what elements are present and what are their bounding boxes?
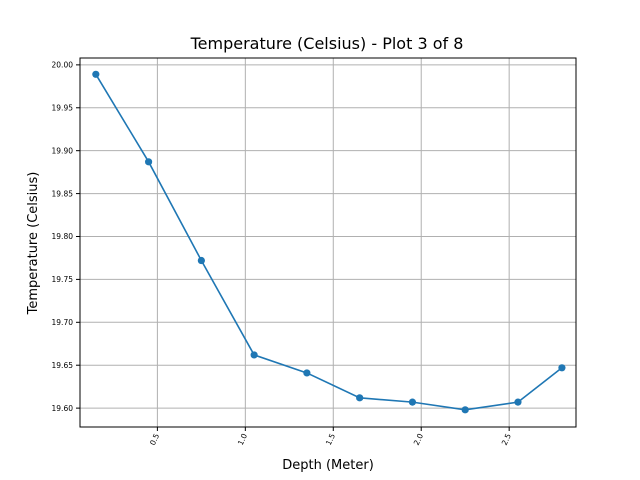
- y-tick-label: 19.75: [52, 275, 74, 284]
- data-point: [514, 398, 522, 406]
- y-tick-label: 19.80: [52, 232, 74, 241]
- x-tick-label: 1.5: [324, 432, 337, 447]
- x-tick-label: 2.5: [500, 432, 513, 447]
- x-tick-label: 0.5: [148, 432, 161, 447]
- x-tick-label: 1.0: [236, 432, 249, 447]
- data-point: [250, 351, 258, 359]
- y-axis-label: Temperature (Celsius): [26, 172, 41, 316]
- data-point: [356, 394, 364, 402]
- data-point: [408, 398, 417, 406]
- y-tick-label: 19.95: [52, 103, 74, 112]
- data-point: [92, 70, 100, 78]
- x-tick-label: 2.0: [412, 432, 425, 447]
- grid-layer: [80, 58, 576, 427]
- chart-title: Temperature (Celsius) - Plot 3 of 8: [190, 34, 464, 53]
- y-tick-label: 19.85: [52, 189, 74, 198]
- y-tick-label: 19.70: [52, 318, 74, 327]
- data-point: [144, 158, 153, 166]
- data-point: [461, 406, 469, 414]
- y-tick-label: 19.90: [52, 146, 74, 155]
- x-axis-label: Depth (Meter): [282, 458, 374, 473]
- y-tick-label: 20.00: [52, 61, 74, 70]
- data-point: [303, 369, 311, 377]
- tick-layer: 0.5 1.0 1.5 2.0 2.5 19.60 19.65 19.70 19.75 19.80…: [52, 61, 514, 447]
- data-point: [197, 256, 205, 265]
- y-tick-label: 19.60: [52, 404, 74, 413]
- series-layer: [92, 70, 566, 414]
- plot-frame: [79, 57, 577, 428]
- y-tick-label: 19.65: [52, 361, 74, 370]
- data-point: [558, 364, 566, 372]
- series-line: [95, 73, 563, 411]
